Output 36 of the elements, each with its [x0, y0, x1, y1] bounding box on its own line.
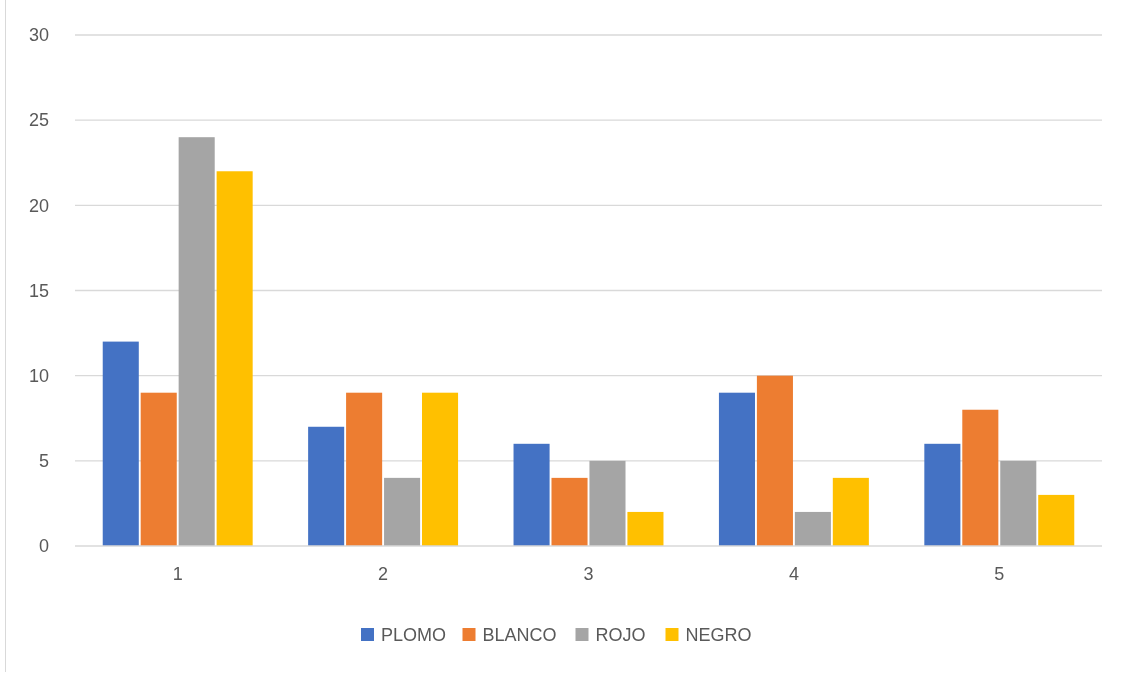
y-tick-label: 10	[28, 365, 49, 386]
y-tick-label: 25	[28, 110, 49, 131]
bar	[551, 477, 588, 546]
y-tick-label: 5	[38, 451, 49, 472]
x-tick-label: 3	[583, 564, 594, 584]
bar	[102, 341, 139, 546]
bar	[794, 511, 831, 546]
bar	[756, 375, 793, 546]
bar	[513, 443, 550, 546]
x-tick-label: 1	[172, 564, 183, 584]
bar	[627, 511, 664, 546]
bar	[308, 426, 345, 546]
x-tick-label: 5	[994, 564, 1005, 584]
legend-label: BLANCO	[482, 625, 557, 646]
bar	[384, 477, 421, 546]
bar	[1038, 494, 1075, 546]
legend-label: NEGRO	[685, 625, 752, 646]
bar	[216, 171, 253, 546]
bar	[589, 460, 626, 546]
bar	[346, 392, 383, 546]
x-tick-label: 2	[378, 564, 389, 584]
bar	[1000, 460, 1037, 546]
legend-label: ROJO	[595, 625, 646, 646]
bar	[140, 392, 177, 546]
bar	[178, 137, 215, 546]
y-tick-label: 30	[28, 25, 49, 46]
y-tick-label: 0	[38, 536, 49, 557]
bar	[422, 392, 459, 546]
y-tick-label: 20	[28, 195, 49, 216]
x-tick-label: 4	[788, 564, 799, 584]
bar	[924, 443, 961, 546]
bar	[718, 392, 755, 546]
bar	[962, 409, 999, 546]
legend-label: PLOMO	[381, 625, 447, 646]
bar	[832, 477, 869, 546]
y-tick-label: 15	[28, 280, 49, 301]
